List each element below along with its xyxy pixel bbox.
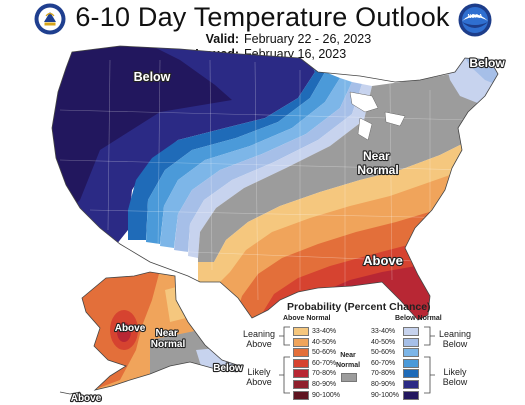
legend-above-range: 70-80% xyxy=(312,370,337,378)
legend-below-range: 40-50% xyxy=(371,338,396,346)
legend-below-range: 70-80% xyxy=(371,370,396,378)
legend-below-range: 80-90% xyxy=(371,381,396,388)
valid-label: Valid: xyxy=(205,32,239,46)
legend-leaning-above: Leaning Above xyxy=(242,329,276,349)
legend-below-range: 50-60% xyxy=(371,349,396,357)
legend-below-swatch xyxy=(403,358,419,368)
legend-above-range: 60-70% xyxy=(312,359,337,367)
legend-above-range: 90-100% xyxy=(312,391,341,399)
label-alaska-below: Below xyxy=(213,363,243,374)
legend-likely-below: Likely Below xyxy=(442,367,468,387)
alaska-outline xyxy=(81,271,241,391)
probability-legend: Probability (Percent Chance) Above Norma… xyxy=(237,301,522,403)
legend-above-range: 33-40% xyxy=(312,328,337,335)
legend-leaning-below: Leaning Below xyxy=(438,329,472,349)
legend-above-swatch xyxy=(293,348,309,358)
legend-above-range: 50-60% xyxy=(312,349,337,357)
legend-below-range: 60-70% xyxy=(371,359,396,367)
legend-near-header: Near Normal xyxy=(335,352,361,369)
great-lakes xyxy=(349,91,406,141)
commerce-seal-icon xyxy=(34,3,66,35)
conus-outline xyxy=(51,45,499,321)
legend-below-range: 90-100% xyxy=(371,391,400,399)
label-above-southeast: Above xyxy=(363,253,403,268)
valid-date: February 22 - 26, 2023 xyxy=(244,32,372,46)
noaa-logo-icon: NOAA xyxy=(458,3,492,37)
legend-above-swatch xyxy=(293,358,309,368)
label-near-normal-conus-line1: Near xyxy=(363,149,390,163)
label-alaska-above: Above xyxy=(115,323,146,334)
legend-below-swatch xyxy=(403,337,419,347)
legend-below-swatch xyxy=(403,380,419,389)
legend-above-range: 80-90% xyxy=(312,381,337,388)
aleutian-islands xyxy=(59,391,81,395)
legend-above-swatch xyxy=(293,380,309,389)
label-near-normal-conus: Near Normal xyxy=(357,149,398,177)
label-alaska-above-southwest: Above xyxy=(71,393,102,404)
legend-below-swatch xyxy=(403,327,419,336)
noaa-logo-text: NOAA xyxy=(468,14,483,20)
legend-likely-above: Likely Above xyxy=(246,367,272,387)
legend-title: Probability (Percent Chance) xyxy=(287,301,431,313)
legend-below-swatch xyxy=(403,348,419,358)
legend-above-swatch xyxy=(293,327,309,336)
legend-above-range: 40-50% xyxy=(312,338,337,346)
legend-below-swatch xyxy=(403,390,419,400)
label-near-normal-conus-line2: Normal xyxy=(357,163,398,177)
legend-above-bracket xyxy=(279,326,290,394)
legend-above-swatch xyxy=(293,369,309,379)
page-title: 6-10 Day Temperature Outlook xyxy=(75,2,450,32)
legend-below-bracket xyxy=(424,326,435,394)
legend-below-header: Below Normal xyxy=(395,315,442,322)
label-below-northwest: Below xyxy=(134,70,171,84)
legend-near-swatch xyxy=(341,373,357,382)
legend-below-swatch xyxy=(403,369,419,379)
legend-below-range: 33-40% xyxy=(371,328,396,335)
label-below-maine: Below xyxy=(469,56,505,70)
legend-above-swatch xyxy=(293,390,309,400)
legend-above-swatch xyxy=(293,337,309,347)
label-alaska-near-normal: Near Normal xyxy=(151,328,186,350)
legend-above-header: Above Normal xyxy=(283,315,331,322)
